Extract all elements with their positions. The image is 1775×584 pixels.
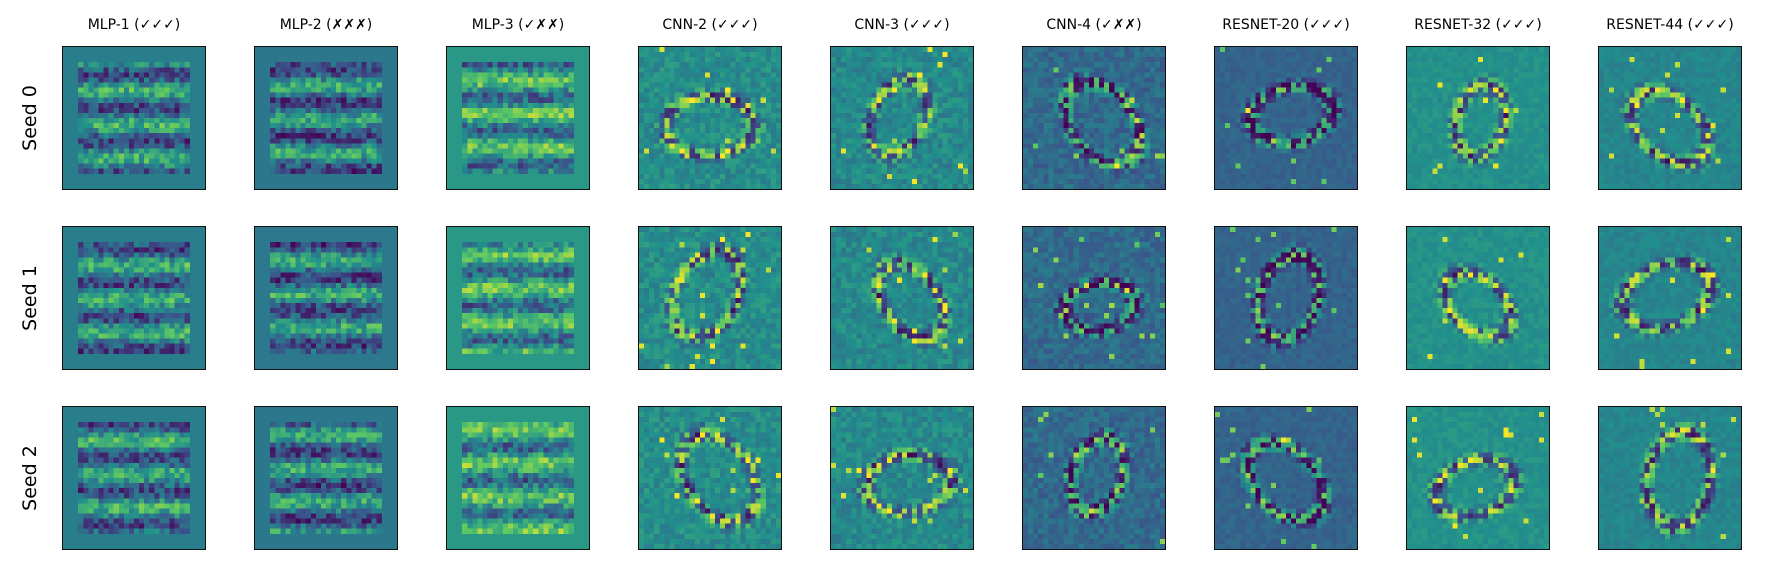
heatmap-panel [62,46,206,190]
heatmap-image [447,47,589,189]
column-title: CNN-3 (✓✓✓) [802,17,1002,33]
heatmap-image [1599,407,1741,549]
column-title: RESNET-20 (✓✓✓) [1186,17,1386,33]
row-label: Seed 0 [19,85,41,151]
column-title: CNN-2 (✓✓✓) [610,17,810,33]
heatmap-image [1215,227,1357,369]
column-title: MLP-3 (✓✗✗) [418,17,618,33]
heatmap-image [639,227,781,369]
heatmap-panel [254,46,398,190]
heatmap-panel [830,46,974,190]
heatmap-panel [830,406,974,550]
heatmap-panel [1406,226,1550,370]
heatmap-panel [446,406,590,550]
heatmap-panel [1406,46,1550,190]
heatmap-panel [1022,46,1166,190]
column-title: MLP-2 (✗✗✗) [226,17,426,33]
heatmap-image [831,47,973,189]
heatmap-panel [1214,46,1358,190]
column-title: RESNET-32 (✓✓✓) [1378,17,1578,33]
heatmap-image [639,47,781,189]
heatmap-image [831,407,973,549]
column-title: CNN-4 (✓✗✗) [994,17,1194,33]
column-title: RESNET-44 (✓✓✓) [1570,17,1770,33]
heatmap-panel [1022,406,1166,550]
heatmap-panel [62,226,206,370]
heatmap-image [1407,227,1549,369]
heatmap-image [255,407,397,549]
heatmap-panel [638,406,782,550]
column-title: MLP-1 (✓✓✓) [34,17,234,33]
heatmap-panel [1406,406,1550,550]
heatmap-image [1215,407,1357,549]
heatmap-image [1599,227,1741,369]
heatmap-image [63,407,205,549]
heatmap-panel [1598,226,1742,370]
heatmap-image [63,47,205,189]
heatmap-image [1023,47,1165,189]
heatmap-panel [254,406,398,550]
heatmap-panel [1598,406,1742,550]
heatmap-panel [638,226,782,370]
heatmap-image [447,407,589,549]
heatmap-panel [1598,46,1742,190]
heatmap-image [1023,227,1165,369]
heatmap-image [831,227,973,369]
heatmap-image [255,47,397,189]
heatmap-image [1407,47,1549,189]
heatmap-panel [254,226,398,370]
row-label: Seed 1 [19,265,41,331]
heatmap-image [255,227,397,369]
heatmap-image [1215,47,1357,189]
heatmap-panel [1214,226,1358,370]
heatmap-panel [62,406,206,550]
heatmap-image [1023,407,1165,549]
heatmap-panel [830,226,974,370]
heatmap-panel [1022,226,1166,370]
heatmap-image [63,227,205,369]
heatmap-panel [638,46,782,190]
heatmap-panel [1214,406,1358,550]
heatmap-image [1599,47,1741,189]
heatmap-image [639,407,781,549]
heatmap-panel [446,46,590,190]
heatmap-image [447,227,589,369]
row-label: Seed 2 [19,445,41,511]
heatmap-panel [446,226,590,370]
heatmap-image [1407,407,1549,549]
